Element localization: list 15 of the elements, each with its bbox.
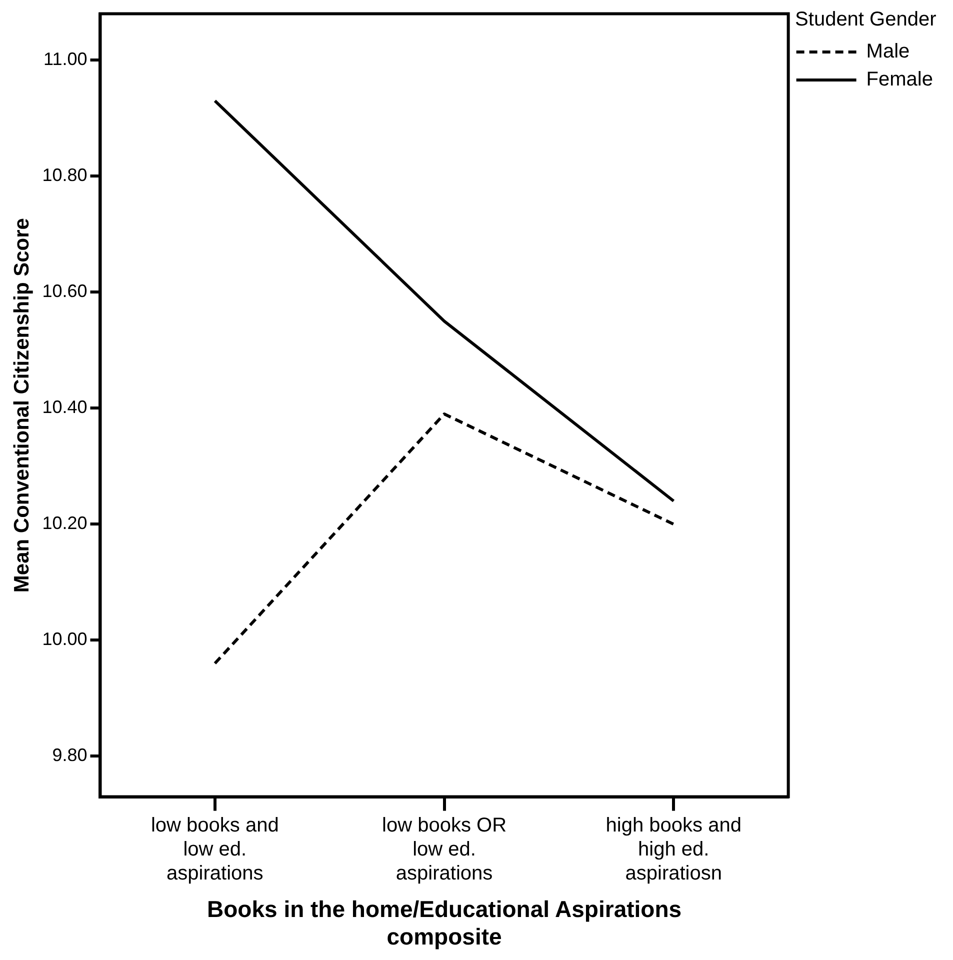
- legend-label: Male: [866, 40, 910, 63]
- x-tick-label: low books and low ed. aspirations: [150, 814, 279, 884]
- x-tick-label: high books and high ed. aspiratiosn: [606, 814, 742, 884]
- y-tick-label: 10.20: [42, 513, 88, 534]
- y-tick-label: 9.80: [52, 745, 88, 766]
- legend-label: Female: [866, 68, 934, 91]
- y-tick-label: 10.60: [42, 281, 88, 302]
- y-axis-title: Mean Conventional Citizenship Score: [10, 218, 34, 593]
- y-tick-label: 10.00: [42, 629, 88, 650]
- x-tick-label: low books OR low ed. aspirations: [382, 814, 507, 884]
- legend-title: Student Gender: [795, 8, 937, 31]
- y-tick-label: 10.80: [42, 165, 88, 186]
- y-tick-label: 10.40: [42, 397, 88, 418]
- y-tick-label: 11.00: [44, 49, 88, 70]
- x-axis-title: Books in the home/Educational Aspirations composite: [207, 896, 682, 950]
